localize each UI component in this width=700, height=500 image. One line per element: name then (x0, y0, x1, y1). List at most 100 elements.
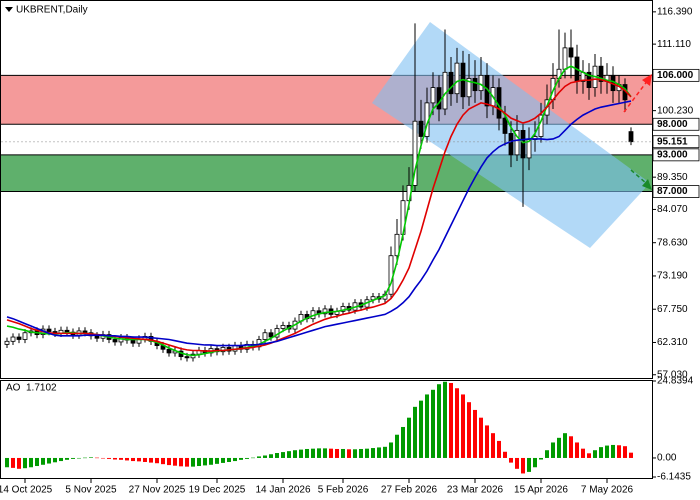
ao-bar (53, 457, 57, 463)
ao-bar (65, 457, 69, 460)
price-label: 98.000 (657, 119, 688, 130)
ao-bar (167, 457, 171, 466)
candle-body (394, 233, 400, 257)
ao-bar (533, 457, 537, 468)
candle-body (388, 255, 394, 295)
ao-bar (113, 457, 117, 460)
ao-bar (281, 452, 285, 458)
ao-bar (263, 455, 267, 458)
candle-body (430, 87, 436, 104)
price-label: 95.151 (657, 136, 688, 147)
ao-bar (47, 457, 51, 464)
candle-body (514, 129, 520, 156)
ao-bar (587, 453, 591, 458)
ao-bar (413, 406, 417, 458)
ao-bar (359, 448, 363, 458)
candle-body (16, 336, 22, 340)
ao-bar (257, 456, 261, 458)
ao-bar (497, 440, 501, 458)
candle-body (22, 332, 28, 340)
forecast-arrows (623, 74, 652, 190)
ao-bar (515, 457, 519, 469)
ao-bar (293, 450, 297, 458)
ao-bar (149, 457, 153, 463)
ao-bar (143, 457, 147, 462)
ao-bar (437, 384, 441, 458)
candle-body (4, 340, 10, 345)
ao-bar (185, 457, 189, 467)
x-tick-label: 14 Oct 2025 (0, 485, 53, 496)
ao-bar (71, 457, 75, 459)
candle-body (472, 78, 478, 92)
ao-bar (155, 457, 159, 464)
ao-bar (179, 457, 183, 467)
candle-body (412, 120, 418, 186)
ao-bar (617, 445, 621, 458)
candle-body (436, 87, 442, 110)
ao-bar (29, 457, 33, 468)
ao-bar (365, 448, 369, 458)
candle-body (628, 131, 634, 143)
ao-bar (395, 434, 399, 458)
ao-bar (431, 389, 435, 458)
ao-bar (563, 433, 567, 458)
menu-triangle (5, 7, 13, 12)
candle-body (478, 74, 484, 92)
price-label: 106.000 (657, 70, 694, 81)
ao-bar (299, 449, 303, 458)
ao-bar (203, 457, 207, 466)
ao-bar (611, 444, 615, 458)
ao-bar (575, 442, 579, 458)
candle-body (184, 356, 190, 359)
ao-bar (35, 457, 39, 467)
ao-value: 1.7102 (26, 383, 57, 394)
arrow-down (630, 169, 648, 185)
ao-bar (341, 448, 345, 458)
ao-bar (311, 448, 315, 458)
ao-bar (467, 402, 471, 458)
candle-body (268, 332, 274, 338)
candle-body (520, 129, 526, 159)
candle-body (598, 65, 604, 82)
ao-bar (521, 457, 525, 474)
y-tick-label: 73.190 (657, 271, 688, 282)
ao-bar (317, 448, 321, 458)
ao-bar (557, 437, 561, 458)
y-tick-label: -6.1435 (657, 472, 691, 483)
candle-body (466, 78, 472, 98)
ao-bar (101, 457, 105, 459)
moving-average (6, 100, 632, 347)
ao-bar (323, 448, 327, 458)
ao-bar (545, 450, 549, 458)
ao-bar (629, 452, 633, 458)
x-tick-label: 5 Nov 2025 (65, 485, 117, 496)
price-label-box (652, 117, 700, 131)
ao-bar (125, 457, 129, 461)
candle-body (46, 328, 52, 332)
price-label-box (652, 148, 700, 162)
ao-bar (215, 457, 219, 464)
ao-bar (593, 450, 597, 458)
candle-body (508, 133, 514, 156)
ao-bar (623, 446, 627, 458)
ao-bar (335, 448, 339, 458)
ao-bar (347, 449, 351, 458)
candle-body (10, 336, 16, 342)
candle-body (64, 329, 70, 333)
candle-body (418, 120, 424, 137)
ao-bar (473, 409, 477, 458)
x-tick-label: 27 Nov 2025 (129, 485, 186, 496)
y-tick-label: 62.310 (657, 337, 688, 348)
ao-bar (569, 436, 573, 458)
candle-body (166, 348, 172, 354)
candle-body (82, 330, 88, 334)
ao-bar (137, 457, 141, 462)
ao-bar (389, 442, 393, 458)
ao-bar (461, 394, 465, 458)
ao-bar (329, 448, 333, 458)
price-plot (1, 23, 652, 362)
ao-bar (191, 457, 195, 467)
ao-bar (425, 394, 429, 458)
y-tick-label: 116.390 (657, 6, 693, 17)
